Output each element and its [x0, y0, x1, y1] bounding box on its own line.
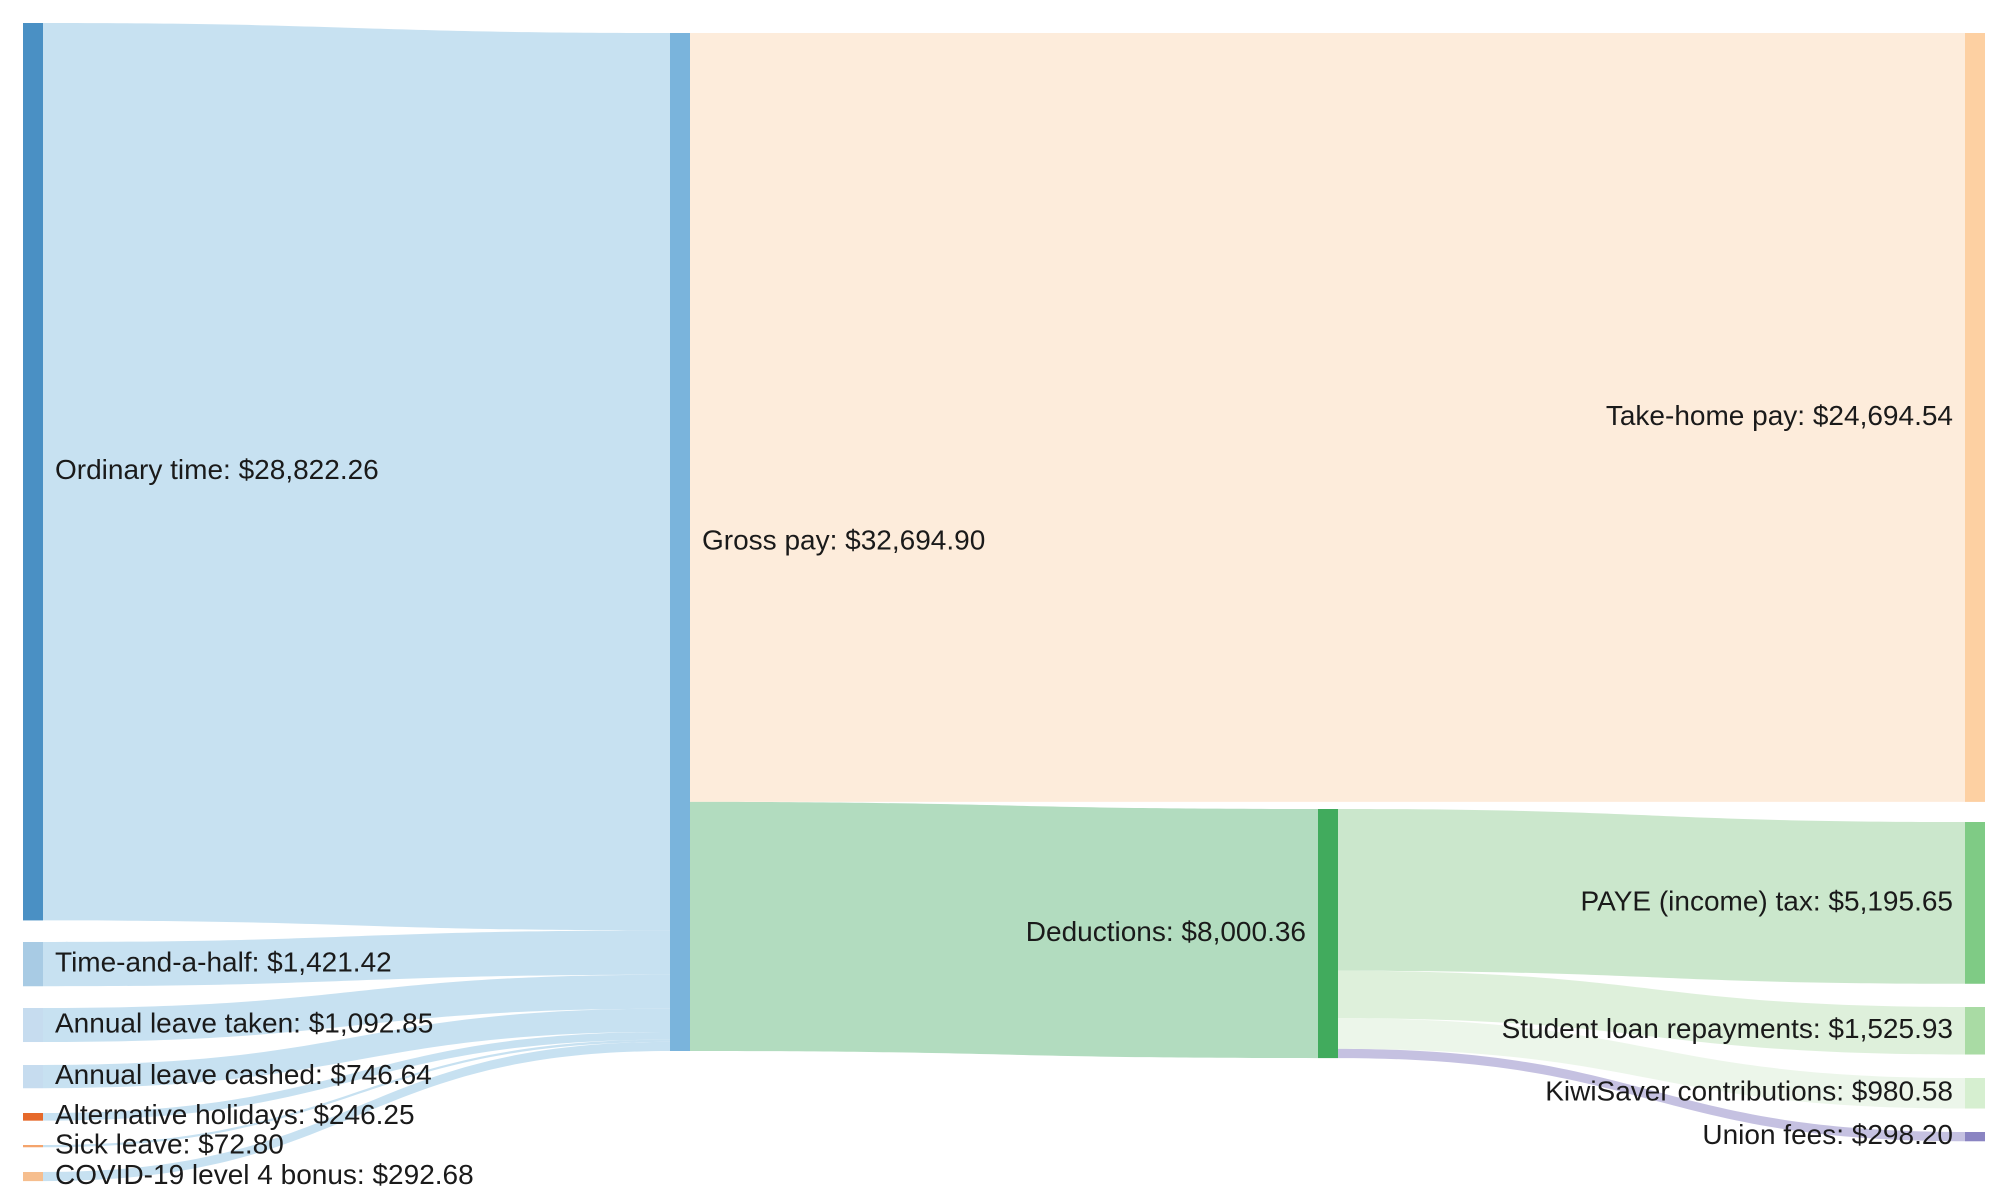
link-alt-to-gross	[43, 974, 670, 1043]
link-ordinary-to-gross	[43, 23, 670, 931]
label-union: Union fees: $298.20	[1702, 1119, 1953, 1150]
node-ordinary	[23, 23, 43, 921]
link-alc-to-gross	[43, 1008, 670, 1089]
node-alc	[23, 1065, 43, 1089]
node-covid	[23, 1172, 43, 1182]
node-tah	[23, 942, 43, 987]
label-ordinary: Ordinary time: $28,822.26	[55, 454, 379, 485]
node-sick	[23, 1145, 43, 1148]
label-paye: PAYE (income) tax: $5,195.65	[1581, 885, 1954, 916]
node-gross	[670, 33, 690, 1051]
node-student	[1965, 1007, 1985, 1055]
label-alc: Annual leave cashed: $746.64	[55, 1059, 432, 1090]
node-deductions	[1318, 809, 1338, 1059]
label-student: Student loan repayments: $1,525.93	[1502, 1013, 1953, 1044]
sankey-nodes	[23, 23, 1985, 1182]
link-deductions-to-kiwi	[1338, 1018, 1965, 1109]
node-paye	[1965, 822, 1985, 984]
node-takehome	[1965, 33, 1985, 802]
sankey-links	[43, 23, 1965, 1182]
label-takehome: Take-home pay: $24,694.54	[1606, 400, 1953, 431]
label-althol: Alternative holidays: $246.25	[55, 1099, 415, 1130]
label-tah: Time-and-a-half: $1,421.42	[55, 947, 392, 978]
label-gross: Gross pay: $32,694.90	[702, 524, 985, 555]
sankey-labels: Ordinary time: $28,822.26 Time-and-a-half…	[55, 400, 1953, 1190]
label-deductions: Deductions: $8,000.36	[1026, 916, 1306, 947]
label-kiwi: KiwiSaver contributions: $980.58	[1545, 1076, 1953, 1107]
link-althol-to-gross	[43, 1031, 670, 1121]
link-deductions-to-student	[1338, 970, 1965, 1055]
link-gross-to-deductions	[690, 801, 1318, 1059]
node-alt	[23, 1008, 43, 1043]
node-kiwi	[1965, 1078, 1985, 1109]
link-covid-to-gross	[43, 1041, 670, 1182]
node-union	[1965, 1132, 1985, 1142]
link-deductions-to-paye	[1338, 809, 1965, 984]
node-althol	[23, 1113, 43, 1121]
link-gross-to-takehome	[690, 33, 1965, 802]
label-alt: Annual leave taken: $1,092.85	[55, 1007, 433, 1038]
link-sick-to-gross	[43, 1039, 670, 1148]
label-covid: COVID-19 level 4 bonus: $292.68	[55, 1159, 474, 1190]
link-deductions-to-union	[1338, 1048, 1965, 1142]
link-tah-to-gross	[43, 930, 670, 987]
label-sick: Sick leave: $72.80	[55, 1129, 284, 1160]
